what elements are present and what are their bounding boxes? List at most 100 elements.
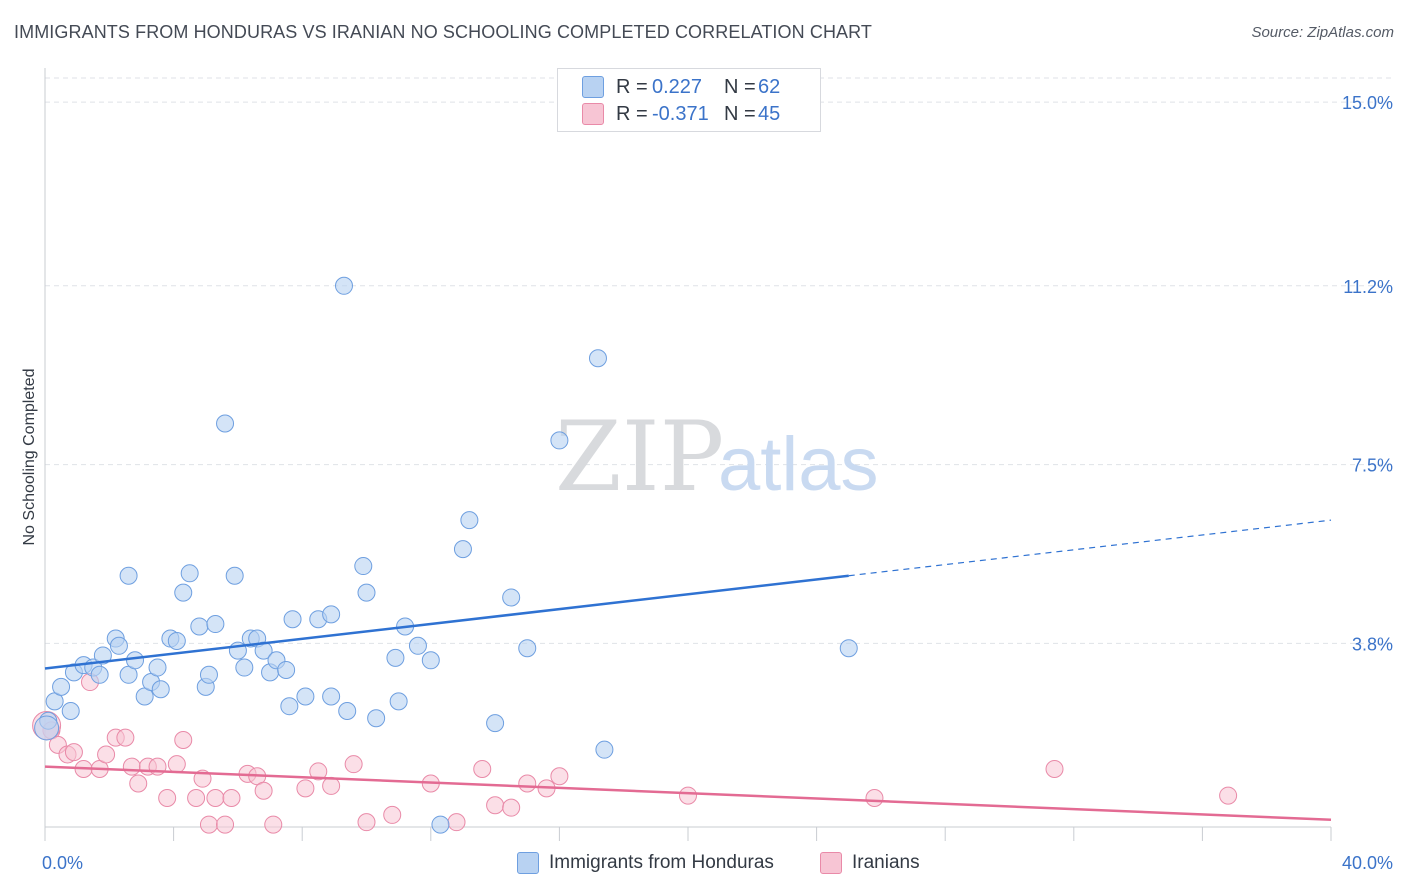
data-point-honduras bbox=[595, 740, 614, 759]
data-point-honduras bbox=[93, 646, 112, 665]
legend-swatch-pink bbox=[582, 103, 604, 125]
data-point-iranians bbox=[206, 789, 225, 808]
data-point-iranians bbox=[158, 789, 177, 808]
legend-label-iranians: Iranians bbox=[852, 852, 920, 873]
data-point-honduras bbox=[126, 651, 145, 670]
trend-lines bbox=[44, 519, 1332, 822]
data-point-iranians bbox=[199, 815, 218, 834]
data-point-honduras bbox=[354, 557, 373, 576]
data-point-honduras bbox=[61, 702, 80, 721]
data-point-honduras bbox=[190, 617, 209, 636]
data-point-honduras bbox=[235, 658, 254, 677]
series-iranians-points bbox=[32, 673, 1238, 834]
axes bbox=[44, 68, 1332, 841]
data-point-iranians bbox=[550, 767, 569, 786]
data-point-honduras bbox=[453, 540, 472, 559]
data-point-iranians bbox=[97, 745, 116, 764]
data-point-iranians bbox=[322, 776, 341, 795]
data-point-iranians bbox=[174, 731, 193, 750]
trend-extension-honduras bbox=[848, 519, 1332, 577]
data-point-honduras bbox=[90, 665, 109, 684]
trend-line-honduras bbox=[44, 574, 849, 670]
data-point-honduras bbox=[486, 714, 505, 733]
data-point-honduras bbox=[338, 702, 357, 721]
y-tick-label: 3.8% bbox=[1352, 634, 1393, 654]
data-point-iranians bbox=[116, 728, 135, 747]
legend-n-value: 62 bbox=[758, 75, 781, 98]
data-point-iranians bbox=[264, 815, 283, 834]
data-point-honduras bbox=[518, 639, 537, 658]
x-tick-label: 0.0% bbox=[42, 853, 83, 873]
data-point-iranians bbox=[518, 774, 537, 793]
data-point-honduras bbox=[386, 648, 405, 667]
data-point-honduras bbox=[180, 564, 199, 583]
legend-swatch-blue bbox=[582, 76, 604, 98]
data-point-honduras bbox=[225, 566, 244, 585]
data-point-iranians bbox=[679, 786, 697, 805]
data-point-honduras bbox=[277, 660, 296, 679]
legend-r-value: 0.227 bbox=[652, 75, 703, 98]
y-tick-label: 15.0% bbox=[1342, 93, 1393, 113]
data-point-honduras bbox=[408, 636, 427, 655]
grid-lines bbox=[45, 77, 1392, 644]
chart-title: IMMIGRANTS FROM HONDURAS VS IRANIAN NO S… bbox=[14, 22, 873, 42]
y-tick-label: 7.5% bbox=[1352, 456, 1393, 476]
data-point-iranians bbox=[122, 757, 141, 776]
trend-line-iranians bbox=[44, 765, 1332, 822]
legend-n-label: N = bbox=[724, 75, 756, 98]
data-point-honduras bbox=[119, 566, 138, 585]
data-point-honduras bbox=[283, 610, 302, 629]
legend-r-label: R = bbox=[616, 102, 648, 125]
data-point-honduras bbox=[174, 583, 193, 602]
y-axis-label: No Schooling Completed bbox=[21, 369, 38, 546]
data-point-iranians bbox=[865, 789, 884, 808]
legend-r-value: -0.371 bbox=[652, 102, 709, 125]
tick-labels: 3.8% 7.5% 11.2% 15.0% 0.0% 40.0% bbox=[42, 93, 1393, 873]
data-cluster-honduras bbox=[34, 715, 60, 741]
data-point-iranians bbox=[254, 781, 273, 800]
data-point-iranians bbox=[383, 805, 402, 824]
legend-r-label: R = bbox=[616, 75, 648, 98]
legend-label-honduras: Immigrants from Honduras bbox=[549, 852, 774, 873]
data-point-honduras bbox=[389, 692, 408, 711]
data-point-honduras bbox=[502, 588, 521, 607]
data-point-honduras bbox=[206, 615, 225, 634]
data-point-iranians bbox=[1219, 786, 1238, 805]
data-point-iranians bbox=[222, 789, 241, 808]
source-label: Source: ZipAtlas.com bbox=[1251, 24, 1394, 41]
data-point-honduras bbox=[216, 414, 235, 433]
data-point-iranians bbox=[447, 813, 466, 832]
data-point-iranians bbox=[502, 798, 521, 817]
data-point-honduras bbox=[431, 815, 450, 834]
data-point-honduras bbox=[296, 687, 315, 706]
legend-n-value: 45 bbox=[758, 102, 781, 125]
data-point-iranians bbox=[344, 755, 363, 774]
data-point-honduras bbox=[109, 636, 128, 655]
series-honduras-points bbox=[34, 276, 858, 834]
legend-row-honduras: R = 0.227 N = 62 bbox=[582, 75, 780, 99]
y-tick-label: 11.2% bbox=[1343, 277, 1393, 297]
data-point-honduras bbox=[148, 658, 167, 677]
data-point-honduras bbox=[199, 665, 218, 684]
data-point-iranians bbox=[216, 815, 235, 834]
correlation-legend: R = 0.227 N = 62 R = -0.371 N = 45 bbox=[557, 68, 821, 132]
legend-item-iranians: Iranians bbox=[820, 852, 920, 874]
legend-swatch-pink bbox=[820, 852, 842, 874]
data-point-honduras bbox=[839, 639, 858, 658]
data-point-iranians bbox=[187, 789, 206, 808]
legend-row-iranians: R = -0.371 N = 45 bbox=[582, 102, 780, 126]
data-point-honduras bbox=[322, 605, 341, 624]
legend-item-honduras: Immigrants from Honduras bbox=[517, 852, 774, 874]
data-point-honduras bbox=[151, 680, 170, 699]
watermark: ZIP atlas bbox=[555, 401, 879, 513]
x-tick-label: 40.0% bbox=[1342, 853, 1393, 873]
data-point-honduras bbox=[588, 349, 607, 368]
data-point-iranians bbox=[486, 796, 505, 815]
data-point-honduras bbox=[357, 583, 376, 602]
watermark-atlas: atlas bbox=[718, 422, 879, 507]
data-point-honduras bbox=[280, 697, 299, 716]
data-point-honduras bbox=[550, 431, 569, 450]
data-point-honduras bbox=[367, 709, 386, 728]
data-point-honduras bbox=[322, 687, 341, 706]
